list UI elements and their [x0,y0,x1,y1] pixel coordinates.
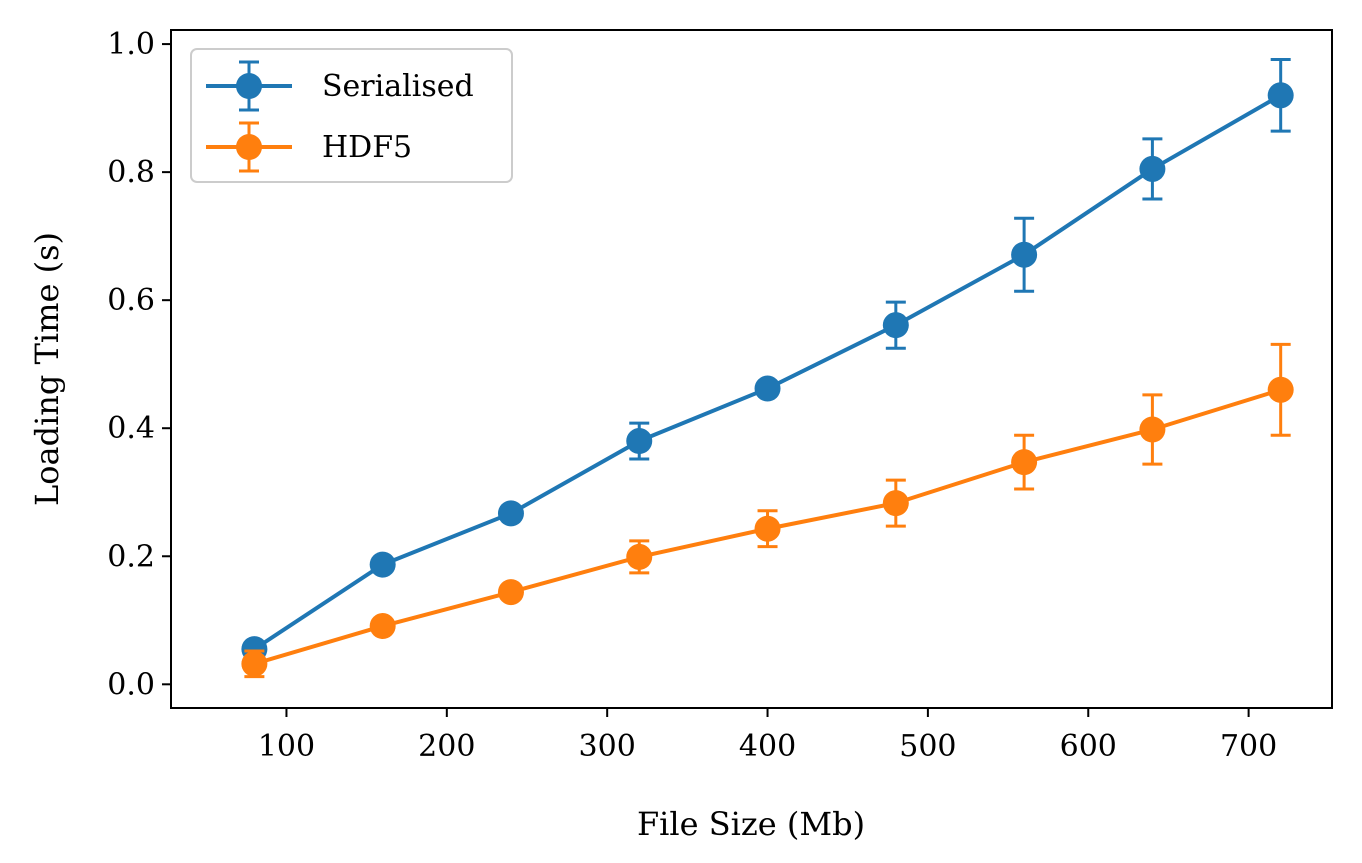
x-tick-label: 500 [899,729,956,764]
y-tick-label: 0.8 [107,155,155,190]
data-point [1011,241,1038,268]
x-tick-label: 600 [1060,729,1117,764]
plot-area-frame [170,29,1333,709]
legend-marker [236,134,262,160]
y-tick-label: 0.4 [107,411,155,446]
series-layer [241,57,1294,679]
data-point [626,428,653,455]
data-point [497,500,524,527]
x-axis-ticks: 100 200 300 400 500 600 700 [258,708,1277,764]
x-tick-label: 400 [739,729,796,764]
data-point [626,543,653,570]
data-point [882,312,909,339]
data-point [882,490,909,517]
y-tick-label: 0.6 [107,283,155,318]
data-point [1267,376,1294,403]
data-point [1267,82,1294,109]
x-tick-label: 100 [258,729,315,764]
data-point [241,650,268,677]
data-point [754,515,781,542]
y-axis-label: Loading Time (s) [28,232,66,506]
data-point [369,613,396,640]
x-axis-label: File Size (Mb) [637,805,865,843]
data-point [1139,155,1166,182]
legend-label: HDF5 [322,130,412,165]
x-tick-label: 700 [1220,729,1277,764]
y-tick-label: 0.0 [107,667,155,702]
y-tick-label: 0.2 [107,539,155,574]
x-tick-label: 200 [418,729,475,764]
data-point [497,579,524,606]
x-tick-label: 300 [579,729,636,764]
legend-label: Serialised [322,69,474,104]
y-tick-label: 1.0 [107,27,155,62]
data-point [754,375,781,402]
data-point [1139,416,1166,443]
y-axis-ticks: 0.0 0.2 0.4 0.6 0.8 1.0 [107,27,171,702]
data-point [1011,449,1038,476]
legend-marker [236,73,262,99]
series-hdf5 [241,342,1294,679]
data-point [369,551,396,578]
legend: Serialised HDF5 [190,48,513,183]
